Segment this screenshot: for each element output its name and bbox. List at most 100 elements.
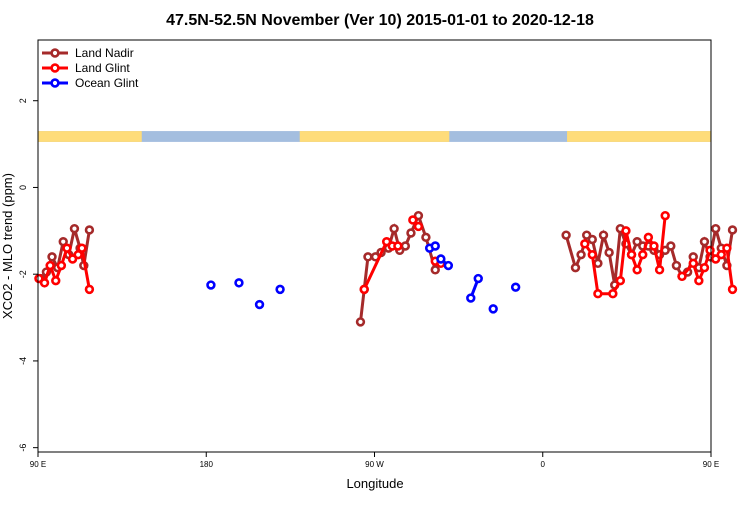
y-tick-label: -4 <box>18 357 28 365</box>
y-tick-label: 0 <box>18 185 28 190</box>
data-point <box>710 223 721 234</box>
data-point <box>363 252 373 262</box>
data-point <box>638 249 648 260</box>
data-point <box>608 289 618 299</box>
data-point <box>561 230 571 240</box>
data-point <box>436 254 446 264</box>
data-point <box>632 236 642 247</box>
legend-label: Land Nadir <box>75 46 134 60</box>
data-point <box>45 260 55 271</box>
data-point <box>621 226 631 236</box>
data-point <box>699 236 710 247</box>
data-point <box>488 304 498 314</box>
data-point <box>51 275 61 286</box>
data-point <box>510 282 521 292</box>
data-point <box>722 243 732 253</box>
data-point <box>400 241 411 251</box>
x-axis-label: Longitude <box>346 476 403 491</box>
data-point <box>443 260 454 271</box>
series-land-glint <box>34 210 738 299</box>
data-point <box>73 249 83 260</box>
series-line <box>358 211 437 323</box>
data-point <box>660 210 670 221</box>
data-point <box>413 210 424 221</box>
data-point <box>699 262 710 273</box>
data-point <box>727 284 738 295</box>
data-point <box>671 260 682 271</box>
data-point <box>716 249 726 260</box>
data-point <box>275 284 285 295</box>
data-point <box>473 273 483 284</box>
x-tick-label: 90 E <box>703 460 719 469</box>
land-segment <box>299 131 450 142</box>
x-tick-label: 90 E <box>30 460 46 469</box>
data-point <box>705 245 715 256</box>
data-point <box>34 273 44 284</box>
data-point <box>39 278 50 288</box>
x-tick-label: 90 W <box>365 460 384 469</box>
data-point <box>598 230 609 240</box>
data-point <box>576 249 586 260</box>
legend-label: Ocean Glint <box>75 76 139 90</box>
data-point <box>593 289 603 299</box>
data-point <box>643 232 654 243</box>
land-segment <box>38 131 142 142</box>
data-point <box>77 243 87 253</box>
data-point <box>626 249 637 260</box>
legend-swatch-marker <box>50 78 60 88</box>
land-segment <box>567 131 711 142</box>
data-point <box>430 265 440 275</box>
legend-entry: Land Glint <box>42 61 130 75</box>
data-point <box>234 278 244 288</box>
series-land-nadir <box>36 210 738 327</box>
data-point <box>58 236 68 247</box>
data-point <box>254 299 265 310</box>
y-tick-label: -2 <box>18 270 28 278</box>
plot-frame <box>37 39 712 453</box>
y-axis-label: XCO2 - MLO trend (ppm) <box>0 173 15 319</box>
y-axis: 2 0 -2 -4 -6 <box>18 98 38 452</box>
data-point <box>615 275 626 286</box>
y-tick-label: 2 <box>18 98 28 103</box>
data-point <box>355 317 366 327</box>
data-point <box>649 241 659 251</box>
data-point <box>206 280 216 290</box>
data-point <box>581 230 592 240</box>
data-point <box>67 254 78 264</box>
data-point <box>430 241 440 251</box>
data-point <box>47 252 57 262</box>
data-point <box>413 221 424 232</box>
data-point <box>688 258 698 269</box>
legend-swatch-marker <box>50 63 60 73</box>
legend-entry: Land Nadir <box>42 46 134 60</box>
data-point <box>666 241 676 251</box>
x-axis: 90 E 180 90 W 0 90 E <box>30 452 719 469</box>
data-point <box>408 215 418 225</box>
data-point <box>587 249 597 260</box>
data-point <box>587 234 597 245</box>
data-point <box>84 225 95 235</box>
data-point <box>593 258 603 269</box>
data-point <box>381 236 392 247</box>
data-point <box>654 265 665 275</box>
chart-title: 47.5N-52.5N November (Ver 10) 2015-01-01… <box>166 12 594 29</box>
series-group <box>34 210 738 327</box>
legend-label: Land Glint <box>75 61 130 75</box>
data-point <box>580 239 590 249</box>
land-ocean-strip <box>38 131 711 142</box>
data-point <box>406 228 416 238</box>
data-point <box>694 275 704 286</box>
data-point <box>56 260 67 271</box>
data-point <box>393 241 403 251</box>
data-point <box>710 254 721 264</box>
legend-swatch-marker <box>50 48 60 58</box>
x-tick-label: 180 <box>200 460 214 469</box>
data-point <box>389 223 399 234</box>
data-point <box>677 271 687 282</box>
data-point <box>570 262 581 273</box>
data-point <box>62 243 72 253</box>
y-tick-label: -6 <box>18 444 28 452</box>
